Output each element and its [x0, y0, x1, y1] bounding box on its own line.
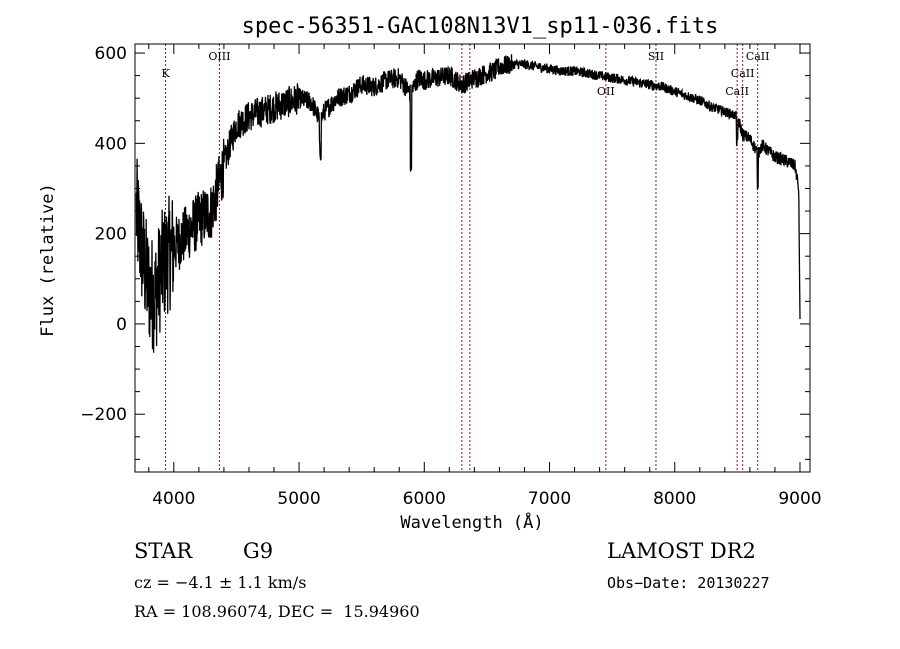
- line-marker-label: OIII: [208, 50, 230, 63]
- y-tick-label: 400: [95, 134, 127, 154]
- x-tick-label: 6000: [403, 489, 446, 509]
- object-class: STAR: [134, 539, 193, 563]
- y-tick-label: 600: [95, 44, 127, 64]
- observation-date: Obs−Date: 20130227: [607, 574, 770, 592]
- survey-name: LAMOST DR2: [607, 539, 756, 563]
- coordinates-text: RA = 108.96074, DEC = 15.94960: [134, 602, 420, 621]
- axis-ticks: [135, 44, 810, 472]
- line-marker-label: SII: [648, 50, 664, 63]
- y-tick-label: 0: [116, 315, 127, 335]
- x-tick-label: 7000: [528, 489, 571, 509]
- x-tick-label: 8000: [653, 489, 696, 509]
- plot-frame: [134, 43, 811, 473]
- object-subclass: G9: [243, 539, 274, 563]
- x-tick-label: 4000: [152, 489, 195, 509]
- line-marker-label: OII: [597, 85, 615, 98]
- redshift-text: cz = −4.1 ± 1.1 km/s: [134, 573, 307, 592]
- line-marker-label: CaII: [731, 67, 755, 80]
- line-marker-label: CaII: [725, 85, 749, 98]
- line-marker-label: CaII: [746, 50, 770, 63]
- chart-title: spec-56351-GAC108N13V1_sp11-036.fits: [242, 14, 719, 39]
- y-axis-label: Flux (relative): [38, 183, 58, 337]
- tick-labels: 4000 5000 6000 7000 8000 9000 −200 0 200 400 600: [80, 44, 821, 509]
- line-marker-label: K: [161, 67, 170, 80]
- spectrum-line: [135, 54, 801, 353]
- spectrum: [135, 54, 801, 353]
- y-tick-label: 200: [95, 225, 127, 245]
- x-tick-label: 9000: [778, 489, 821, 509]
- x-axis-label: Wavelength (Å): [400, 511, 543, 533]
- line-markers: K OIII OII SII CaII CaII CaII: [161, 44, 769, 472]
- y-tick-label: −200: [80, 405, 127, 425]
- x-tick-label: 5000: [277, 489, 320, 509]
